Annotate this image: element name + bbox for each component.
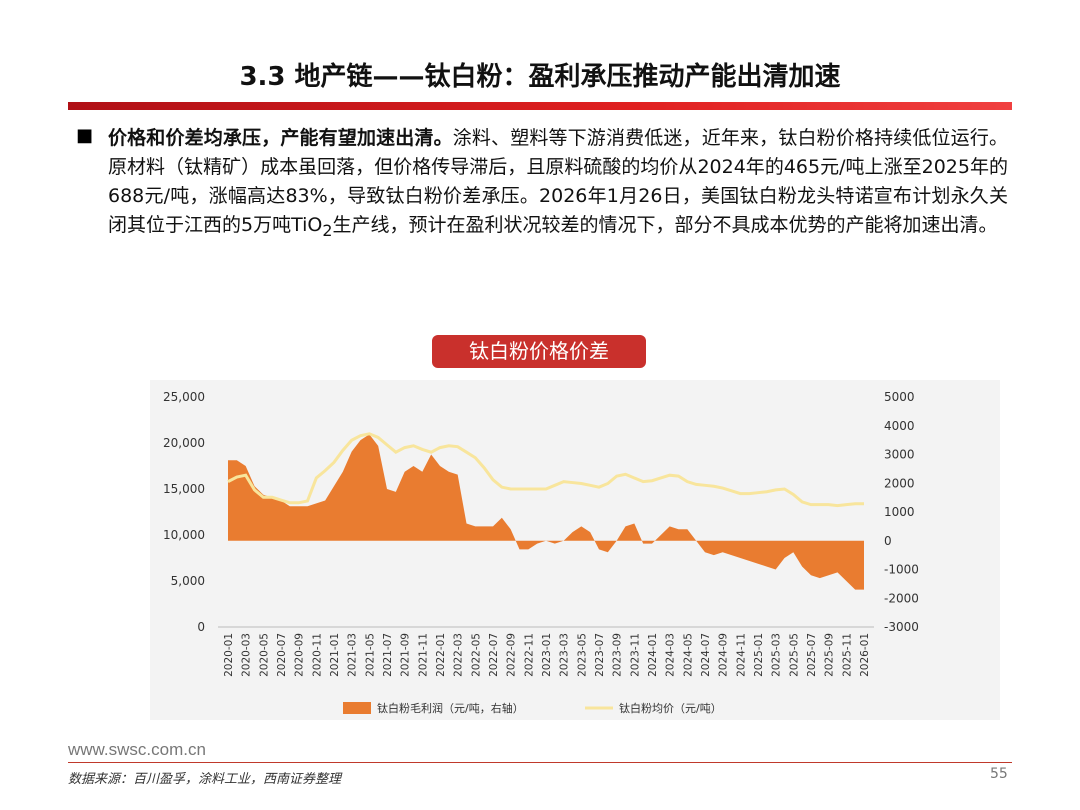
x-tick-label: 2020-11: [311, 633, 323, 677]
x-tick-label: 2024-01: [647, 633, 659, 677]
x-tick-label: 2023-01: [541, 633, 553, 677]
bullet: ■: [76, 125, 94, 146]
x-tick-label: 2024-03: [665, 633, 677, 677]
text: 涂料、塑料等下游消费低迷，近年来，钛白粉价格持续低位运行。原材料（钛精矿）成本虽…: [108, 127, 1008, 236]
x-tick-label: 2025-07: [806, 633, 818, 677]
legend-swatch: [343, 702, 371, 714]
page-number: 55: [990, 766, 1008, 782]
x-tick-label: 2025-03: [771, 633, 783, 677]
x-tick-label: 2021-03: [347, 633, 359, 677]
title-bar: [68, 102, 1012, 110]
x-tick-label: 2022-01: [435, 633, 447, 677]
x-tick-label: 2022-07: [488, 633, 500, 677]
x-tick-label: 2022-03: [453, 633, 465, 677]
y-tick-label: 25,000: [163, 390, 205, 404]
x-tick-label: 2025-09: [824, 633, 836, 677]
slide-title: 3.3 地产链——钛白粉：盈利承压推动产能出清加速: [239, 62, 841, 92]
paragraph: 价格和价差均承压，产能有望加速出清。涂料、塑料等下游消费低迷，近年来，钛白粉价格…: [108, 124, 1008, 245]
x-tick-label: 2020-07: [276, 633, 288, 677]
lead: 价格和价差均承压，产能有望加速出清。: [108, 127, 453, 149]
source: 数据来源：百川盈孚，涂料工业，西南证券整理: [68, 772, 342, 787]
chart-title-box: [432, 335, 646, 368]
y2-tick-label: -3000: [884, 620, 919, 634]
y2-tick-label: -2000: [884, 591, 919, 605]
y2-tick-label: -1000: [884, 563, 919, 577]
y2-tick-label: 2000: [884, 476, 915, 490]
x-tick-label: 2023-11: [629, 633, 641, 677]
footer-rule: [68, 762, 1012, 763]
url: www.swsc.com.cn: [68, 740, 206, 759]
area: [228, 434, 864, 590]
legend-label: 钛白粉均价（元/吨）: [619, 701, 722, 715]
y2-tick-label: 4000: [884, 419, 915, 433]
x-tick-label: 2025-01: [753, 633, 765, 677]
y2-tick-label: 5000: [884, 390, 915, 404]
x-tick-label: 2021-11: [417, 633, 429, 677]
line: [227, 432, 864, 508]
x-tick-label: 2024-09: [718, 633, 730, 677]
x-tick-label: 2024-07: [700, 633, 712, 677]
x-tick-label: 2020-09: [294, 633, 306, 677]
chart-title: 钛白粉价格价差: [469, 339, 609, 363]
y-tick-label: 20,000: [163, 436, 205, 450]
x-tick-label: 2025-05: [788, 633, 800, 677]
text-tail: 生产线，预计在盈利状况较差的情况下，部分不具成本优势的产能将加速出清。: [332, 214, 998, 236]
y2-tick-label: 0: [884, 534, 892, 548]
x-tick-label: 2023-07: [594, 633, 606, 677]
x-tick-label: 2022-09: [506, 633, 518, 677]
subscript: 2: [322, 220, 333, 240]
x-tick-label: 2026-01: [859, 633, 871, 677]
x-tick-label: 2025-11: [841, 633, 853, 677]
x-tick-label: 2020-05: [258, 633, 270, 677]
x-tick-label: 2020-01: [223, 633, 235, 677]
y-tick-label: 0: [197, 620, 205, 634]
y2-tick-label: 1000: [884, 505, 915, 519]
y-tick-label: 10,000: [163, 528, 205, 542]
x-tick-label: 2021-01: [329, 633, 341, 677]
y-tick-label: 15,000: [163, 482, 205, 496]
y2-tick-label: 3000: [884, 448, 915, 462]
x-tick-label: 2023-05: [576, 633, 588, 677]
x-tick-label: 2023-09: [612, 633, 624, 677]
x-tick-label: 2024-11: [735, 633, 747, 677]
x-tick-label: 2021-05: [364, 633, 376, 677]
legend-label: 钛白粉毛利润（元/吨，右轴）: [377, 701, 524, 715]
x-tick-label: 2021-07: [382, 633, 394, 677]
x-tick-label: 2024-05: [682, 633, 694, 677]
x-tick-label: 2022-05: [470, 633, 482, 677]
x-tick-label: 2023-03: [559, 633, 571, 677]
x-tick-label: 2020-03: [241, 633, 253, 677]
x-tick-label: 2021-09: [400, 633, 412, 677]
y-tick-label: 5,000: [171, 574, 205, 588]
x-tick-label: 2022-11: [523, 633, 535, 677]
